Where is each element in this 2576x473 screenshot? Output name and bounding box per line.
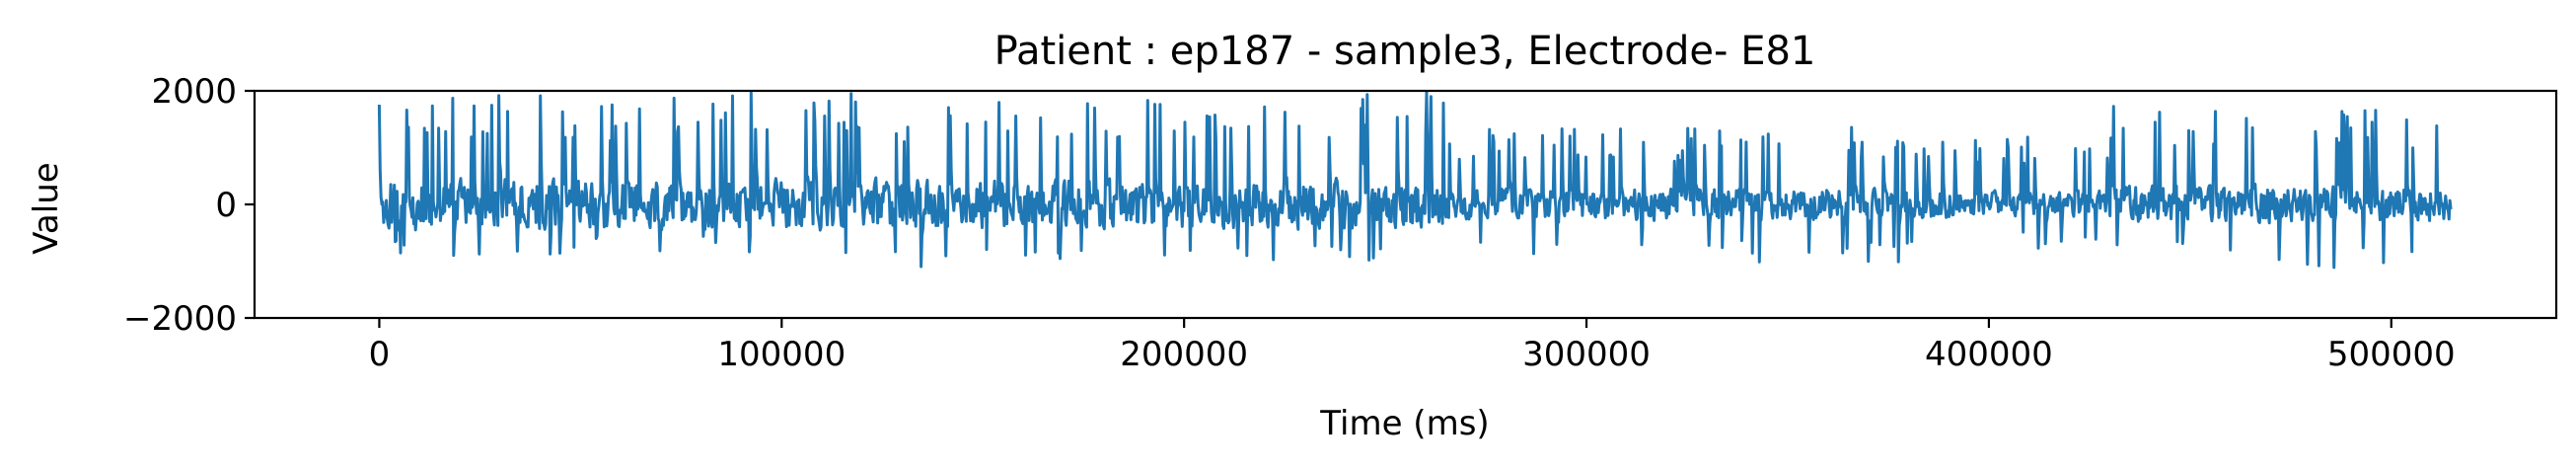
x-axis-label: Time (ms) [1319,404,1489,443]
x-tick-label: 400000 [1925,335,2053,374]
plot-area-frame [253,89,2558,320]
x-tick-label: 0 [369,335,391,374]
x-tick-label: 100000 [717,335,846,374]
y-axis-label: Value [27,162,66,254]
series-layer [377,90,2453,270]
x-tick-label: 300000 [1522,335,1651,374]
y-tick-label: 0 [215,186,237,225]
ticks-layer: 0 100000 200000 300000 400000 500000 −2000 0 200… [123,72,2456,374]
series-line [377,90,2453,270]
x-tick-label: 500000 [2327,335,2456,374]
x-tick-label: 200000 [1120,335,1248,374]
y-tick-label: 2000 [151,72,237,112]
chart-title: Patient : ep187 - sample3, Electrode- E8… [994,29,1816,74]
y-tick-label: −2000 [123,299,237,339]
